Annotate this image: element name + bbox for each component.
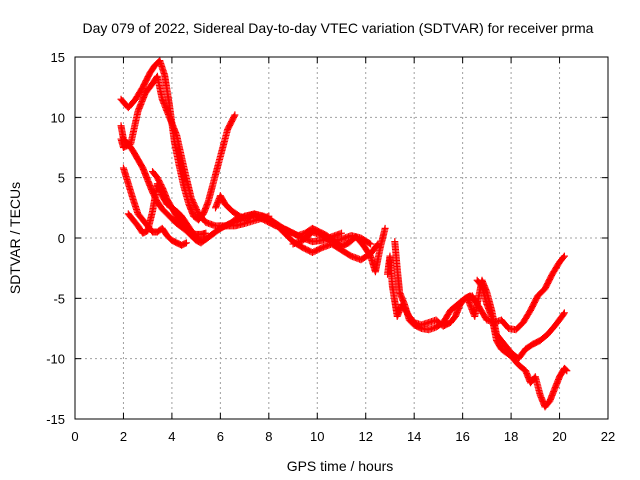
data-point: [560, 309, 568, 317]
y-axis-title: SDTVAR / TECUs: [7, 182, 23, 294]
data-point: [563, 367, 571, 375]
x-tick-label: 8: [265, 429, 272, 444]
y-tick-label: -15: [46, 412, 65, 427]
data-point: [381, 224, 389, 232]
y-tick-labels: -15 -10 -5 0 5 10 15: [46, 50, 65, 427]
y-tick-label: 0: [58, 231, 65, 246]
y-tick-label: -10: [46, 352, 65, 367]
y-tick-label: 15: [51, 50, 65, 65]
x-tick-label: 0: [71, 429, 78, 444]
data-point: [561, 365, 569, 373]
data-point: [365, 239, 373, 247]
satellite-track-8: [289, 228, 375, 248]
data-point: [367, 240, 375, 248]
y-tick-label: -5: [53, 291, 65, 306]
data-point: [181, 239, 189, 247]
x-tick-label: 6: [217, 429, 224, 444]
satellite-track-3: [117, 72, 273, 230]
x-tick-label: 16: [455, 429, 469, 444]
data-series: [117, 57, 571, 411]
data-point: [230, 112, 238, 120]
data-point: [560, 310, 568, 318]
satellite-track-12: [473, 276, 571, 411]
x-tick-label: 2: [120, 429, 127, 444]
x-tick-label: 22: [601, 429, 615, 444]
y-tick-label: 5: [58, 171, 65, 186]
x-tick-label: 18: [504, 429, 518, 444]
x-tick-label: 10: [310, 429, 324, 444]
data-point: [182, 239, 190, 247]
data-point: [562, 366, 570, 374]
data-point: [559, 253, 567, 261]
y-tick-label: 10: [51, 110, 65, 125]
x-tick-label: 20: [552, 429, 566, 444]
x-tick-labels: 0 2 4 6 8 10 12 14 16 18 20 22: [71, 429, 615, 444]
data-point: [338, 229, 345, 237]
chart-title: Day 079 of 2022, Sidereal Day-to-day VTE…: [83, 20, 594, 36]
x-tick-label: 4: [168, 429, 175, 444]
x-axis-title: GPS time / hours: [287, 458, 394, 474]
satellite-track-7: [212, 192, 389, 276]
data-point: [560, 252, 568, 260]
axis-ticks: [74, 56, 609, 420]
x-tick-label: 14: [407, 429, 421, 444]
data-point: [202, 229, 210, 237]
x-tick-label: 12: [358, 429, 372, 444]
data-point: [231, 111, 239, 119]
